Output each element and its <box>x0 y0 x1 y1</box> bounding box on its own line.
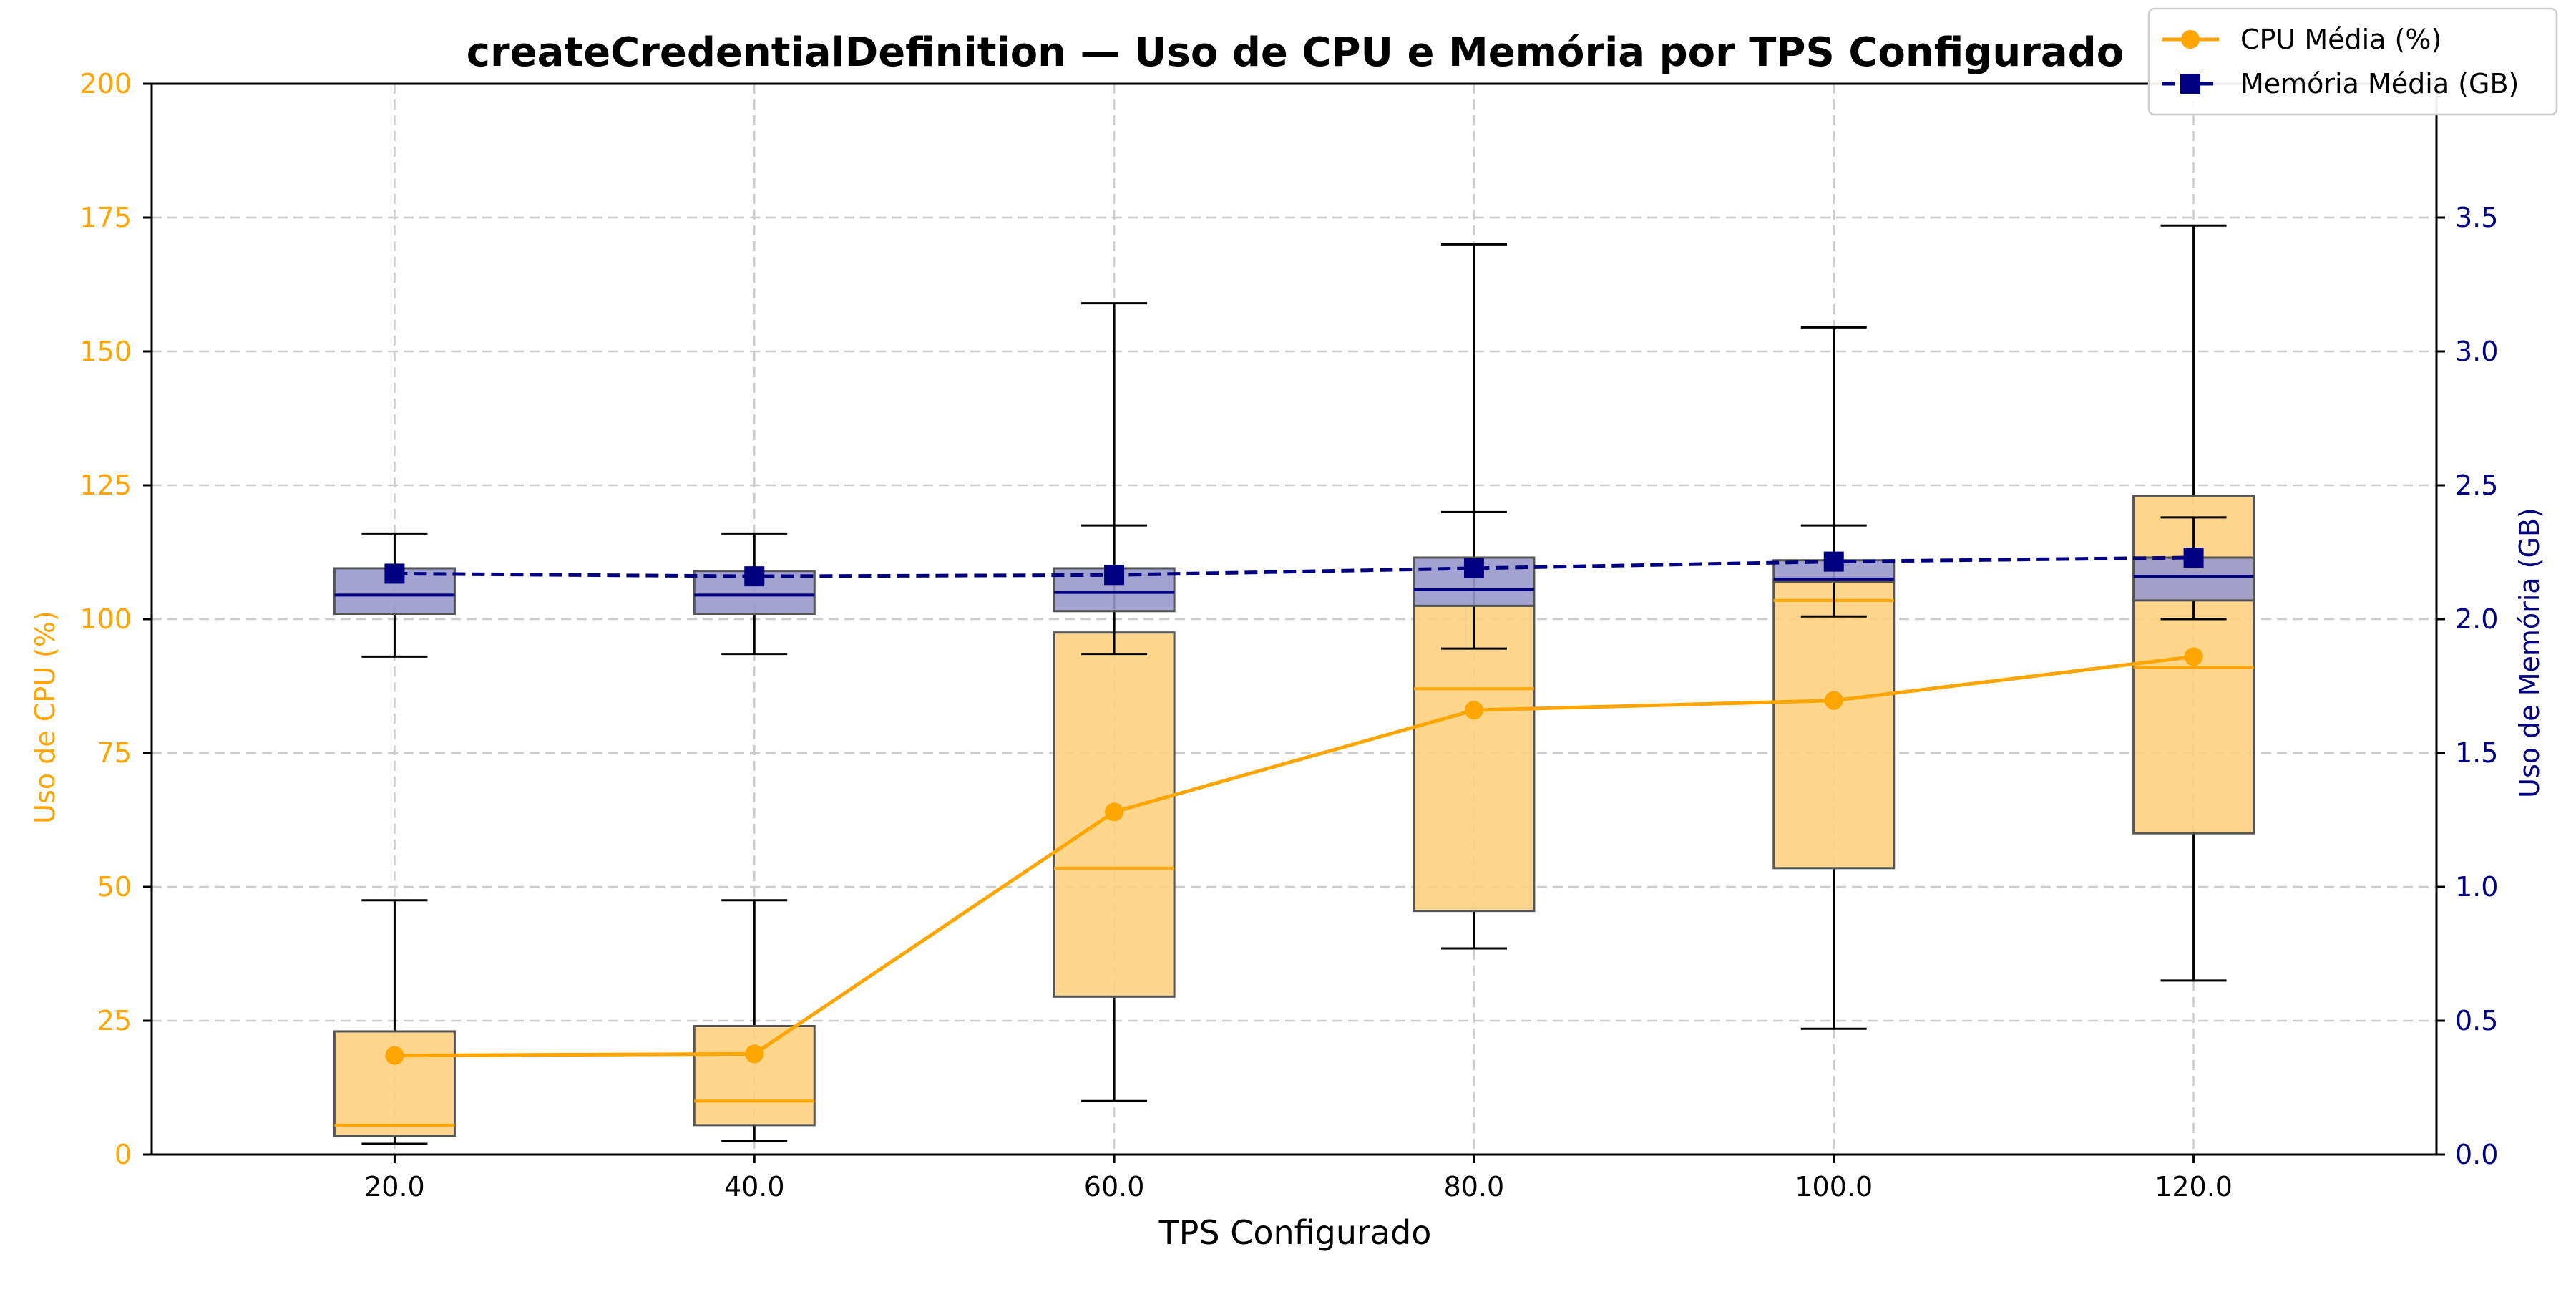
y-axis-right-label: Uso de Memória (GB) <box>2514 507 2545 798</box>
cpu-mean-point-0 <box>385 1046 404 1065</box>
axes-layer: 0 25 50 75 100 125 150 175 200 0.0 0.5 1.0 1.5 2.0 2.5… <box>79 68 2498 1203</box>
memory-mean-point-3 <box>1463 558 1484 578</box>
legend-cpu-marker <box>2181 30 2200 49</box>
y-left-tick-label-7: 175 <box>79 202 132 233</box>
y-right-tick-label-4: 2.0 <box>2455 603 2498 635</box>
y-left-tick-label-4: 100 <box>79 603 132 635</box>
legend-memory-marker <box>2180 74 2200 94</box>
x-tick-label-4: 100.0 <box>1795 1171 1873 1203</box>
memory-mean-line <box>394 555 2194 578</box>
y-left-tick-label-8: 200 <box>79 68 132 99</box>
lines-layer <box>384 547 2204 1065</box>
y-left-tick-label-5: 125 <box>79 470 132 501</box>
y-axis-left-label: Uso de CPU (%) <box>29 611 61 824</box>
cpu-mean-point-1 <box>745 1044 764 1064</box>
x-tick-label-3: 80.0 <box>1444 1171 1505 1203</box>
cpu-mean-point-5 <box>2184 647 2203 666</box>
cpu-box-rect-3 <box>1413 604 1536 913</box>
y-left-tick-label-3: 75 <box>97 737 132 769</box>
legend-layer: CPU Média (%) Memória Média (GB) <box>2147 7 2558 116</box>
cpu-box-2 <box>1053 302 1176 1102</box>
x-tick-label-2: 60.0 <box>1084 1171 1145 1203</box>
memory-mean-point-1 <box>744 566 765 587</box>
y-left-tick-label-2: 50 <box>97 871 132 903</box>
x-tick-label-5: 120.0 <box>2155 1171 2233 1203</box>
memory-mean-point-4 <box>1823 551 1844 572</box>
memory-mean-point-5 <box>2183 547 2204 568</box>
boxes-layer <box>333 224 2255 1145</box>
cpu-box-rect-4 <box>1772 581 1896 870</box>
y-right-tick-label-3: 1.5 <box>2455 737 2498 769</box>
y-left-tick-label-6: 150 <box>79 336 132 367</box>
y-left-tick-label-0: 0 <box>114 1139 132 1170</box>
x-tick-label-0: 20.0 <box>364 1171 425 1203</box>
legend-cpu-label: CPU Média (%) <box>2240 24 2441 55</box>
cpu-box-4 <box>1772 326 1896 1030</box>
cpu-box-1 <box>693 899 816 1142</box>
chart-title: createCredentialDefinition — Uso de CPU … <box>467 29 2124 76</box>
cpu-mean-point-4 <box>1824 691 1843 710</box>
memory-mean-point-2 <box>1104 565 1125 586</box>
y-right-tick-label-6: 3.0 <box>2455 336 2498 367</box>
memory-box-1 <box>693 532 816 656</box>
x-tick-label-1: 40.0 <box>724 1171 785 1203</box>
grid-layer <box>152 82 2436 1156</box>
legend-box <box>2147 7 2558 116</box>
cpu-box-0 <box>333 899 456 1145</box>
y-left-tick-label-1: 25 <box>97 1005 132 1036</box>
y-right-tick-label-1: 0.5 <box>2455 1005 2498 1036</box>
y-right-tick-label-7: 3.5 <box>2455 202 2498 233</box>
y-right-tick-label-0: 0.0 <box>2455 1139 2498 1170</box>
x-axis-label: TPS Configurado <box>1158 1213 1432 1252</box>
legend-memory-label: Memória Média (GB) <box>2240 68 2519 99</box>
cpu-mean-point-3 <box>1464 701 1483 720</box>
cpu-box-rect-1 <box>693 1024 816 1127</box>
y-right-tick-label-2: 1.0 <box>2455 871 2498 903</box>
memory-box-5 <box>2132 516 2255 621</box>
memory-box-0 <box>333 532 456 658</box>
cpu-mean-line <box>394 654 2194 1058</box>
y-right-tick-label-5: 2.5 <box>2455 470 2498 501</box>
cpu-mean-point-2 <box>1105 802 1124 822</box>
cpu-box-3 <box>1413 243 1536 950</box>
memory-mean-point-0 <box>384 563 405 584</box>
